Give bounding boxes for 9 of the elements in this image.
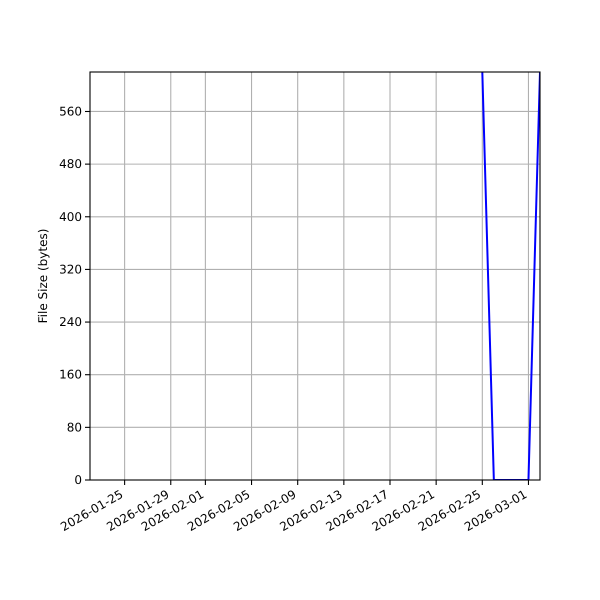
y-tick-label: 400 — [59, 210, 82, 224]
y-tick-label: 560 — [59, 104, 82, 118]
y-tick-label: 320 — [59, 262, 82, 276]
y-tick-label: 240 — [59, 315, 82, 330]
y-tick-label: 160 — [59, 368, 82, 382]
y-tick-label: 480 — [59, 157, 82, 172]
y-tick-label: 80 — [66, 420, 82, 434]
y-tick-label: 0 — [74, 473, 82, 487]
y-axis-title: File Size (bytes) — [36, 228, 50, 324]
